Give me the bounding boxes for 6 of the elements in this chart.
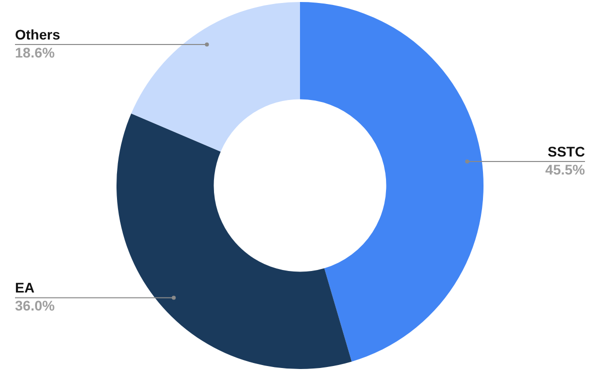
slice-label: EA bbox=[15, 280, 34, 296]
data-label: 18.6% bbox=[15, 44, 56, 60]
data-label: 36.0% bbox=[15, 298, 56, 314]
slice-label: SSTC bbox=[548, 143, 585, 160]
slice-label: Others bbox=[15, 26, 60, 42]
data-label: 45.5% bbox=[545, 161, 586, 178]
